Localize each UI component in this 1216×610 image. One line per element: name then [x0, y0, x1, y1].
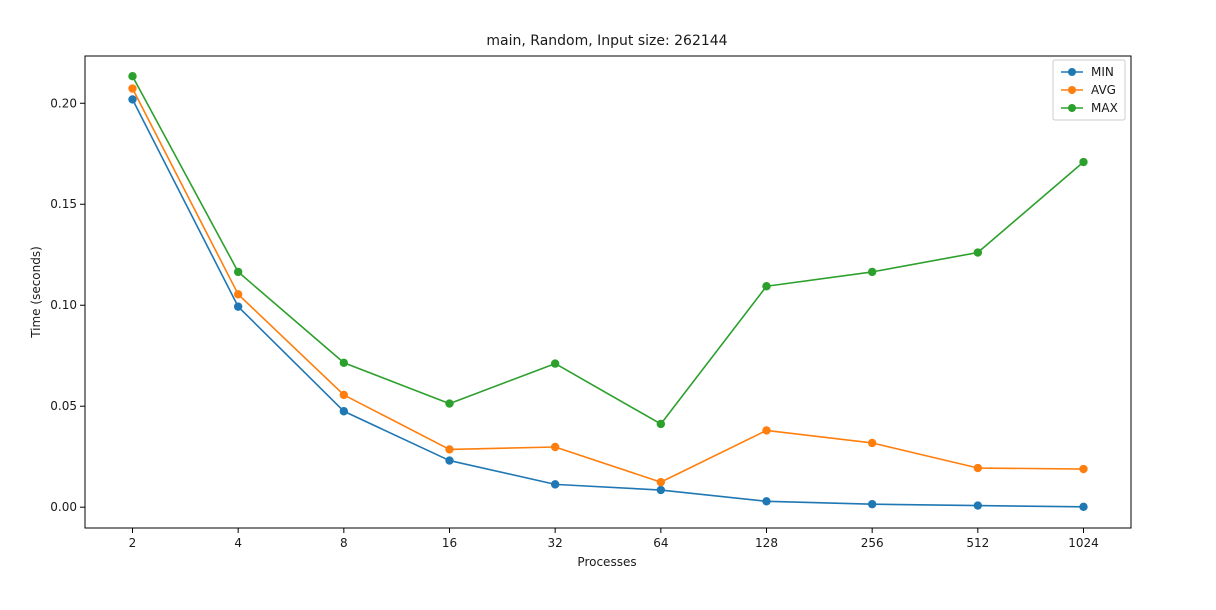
data-point-max — [973, 248, 983, 257]
data-point-min — [762, 497, 771, 506]
data-point-avg — [1079, 464, 1088, 474]
y-tick-label: 0.10 — [50, 298, 77, 312]
data-point-min — [1079, 502, 1088, 511]
axes-frame — [84, 55, 1132, 529]
data-point-avg — [128, 84, 137, 93]
y-tick-label: 0.00 — [50, 500, 77, 514]
data-point-avg — [550, 442, 560, 452]
x-tick-label: 512 — [966, 536, 989, 550]
x-tick-label: 8 — [340, 536, 348, 550]
x-tick-label: 64 — [653, 536, 668, 550]
data-point-avg — [973, 463, 983, 473]
x-tick-label: 256 — [861, 536, 884, 550]
y-axis-label: Time (seconds) — [29, 246, 43, 339]
x-tick-label: 4 — [234, 536, 242, 550]
data-point-avg — [233, 290, 243, 299]
data-point-max — [656, 419, 666, 429]
legend-marker-min — [1068, 68, 1076, 76]
data-point-avg — [445, 445, 454, 454]
legend-label-avg: AVG — [1091, 83, 1116, 97]
data-point-max — [233, 267, 243, 277]
data-point-max — [128, 71, 137, 81]
data-point-max — [445, 399, 454, 408]
x-tick-label: 128 — [755, 536, 778, 550]
data-point-min — [233, 302, 243, 311]
data-point-min — [973, 501, 983, 510]
data-point-avg — [656, 477, 666, 487]
data-point-max — [867, 267, 877, 277]
data-point-min — [656, 485, 666, 495]
x-axis-label: Processes — [577, 555, 636, 569]
x-tick-label: 2 — [129, 536, 137, 550]
data-point-avg — [339, 390, 349, 400]
legend-label-max: MAX — [1091, 101, 1118, 115]
legend: MIN AVG MAX — [1052, 59, 1126, 121]
y-tick-label: 0.20 — [50, 96, 77, 110]
data-point-avg — [867, 438, 877, 448]
data-point-min — [339, 407, 349, 416]
data-point-max — [1079, 157, 1088, 167]
data-point-min — [128, 95, 137, 104]
data-point-min — [445, 456, 454, 465]
data-point-max — [550, 359, 560, 368]
x-tick-label: 16 — [442, 536, 457, 550]
series-line-avg — [131, 88, 1084, 483]
y-tick-label: 0.15 — [50, 197, 77, 211]
legend-marker-max — [1068, 104, 1076, 112]
y-tick-label: 0.05 — [50, 399, 77, 413]
x-tick-label: 32 — [548, 536, 563, 550]
plot-area: 2 4 8 16 32 64 128 256 512 1024 0.00 0.05 0.10 0.15 0.… — [50, 55, 1132, 550]
legend-marker-avg — [1068, 86, 1076, 94]
legend-label-min: MIN — [1091, 65, 1114, 79]
chart-title: main, Random, Input size: 262144 — [486, 33, 727, 49]
series-line-max — [131, 75, 1085, 425]
data-point-avg — [762, 426, 771, 435]
data-point-max — [339, 358, 349, 367]
data-point-min — [550, 480, 560, 489]
series-line-min — [131, 99, 1084, 508]
x-tick-label: 1024 — [1068, 536, 1099, 550]
data-point-max — [762, 282, 771, 291]
data-point-min — [867, 499, 877, 509]
